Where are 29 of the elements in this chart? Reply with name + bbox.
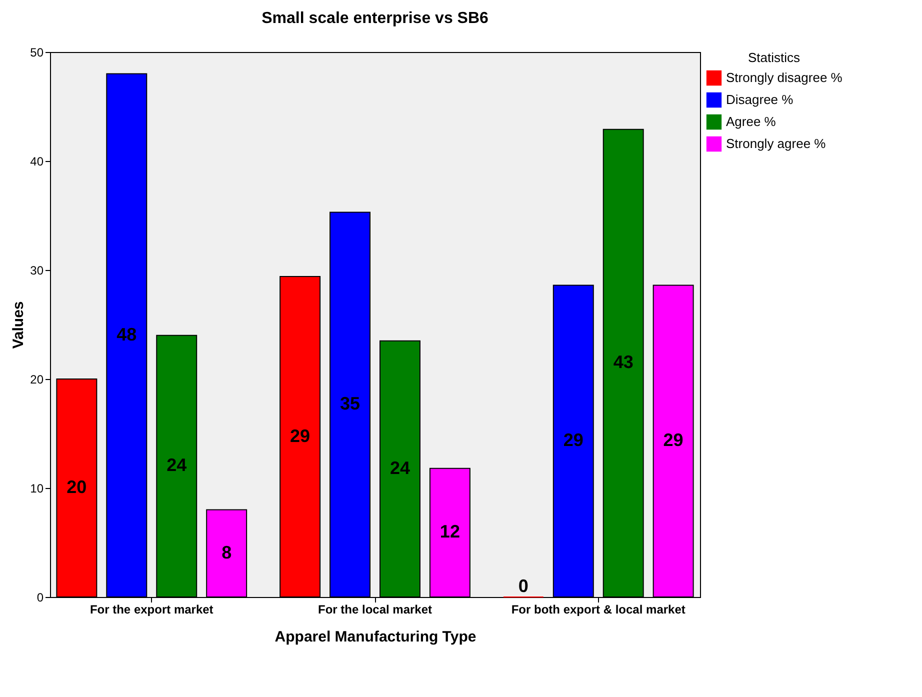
data-label: 35 [340,394,360,414]
data-label: 48 [116,324,137,344]
x-tick-label: For both export & local market [511,602,686,616]
legend-title: Statistics [748,50,801,65]
data-label: 29 [563,430,584,450]
chart-title: Small scale enterprise vs SB6 [262,10,488,27]
data-label: 29 [663,430,684,450]
y-tick-label: 40 [30,154,44,168]
data-label: 24 [166,455,187,476]
x-tick-label: For the export market [90,602,214,616]
data-label: 24 [390,458,410,478]
legend-label: Agree % [726,114,776,129]
legend-label: Disagree % [726,92,794,107]
x-tick-label: For the local market [318,602,432,616]
y-tick-label: 0 [36,590,44,604]
legend-label: Strongly disagree % [726,70,843,85]
data-label: 8 [222,542,232,562]
y-tick-label: 20 [30,372,44,386]
data-label: 20 [66,477,87,497]
data-label: 29 [290,426,310,446]
legend-label: Strongly agree % [726,136,826,151]
data-label: 0 [518,576,528,596]
y-axis-title: Values [10,301,28,349]
data-label: 43 [613,352,634,372]
y-tick-label: 30 [30,264,44,278]
data-label: 12 [440,522,460,542]
y-tick-label: 10 [30,482,44,496]
x-axis-title: Apparel Manufacturing Type [274,628,476,646]
y-tick-label: 50 [30,46,44,60]
